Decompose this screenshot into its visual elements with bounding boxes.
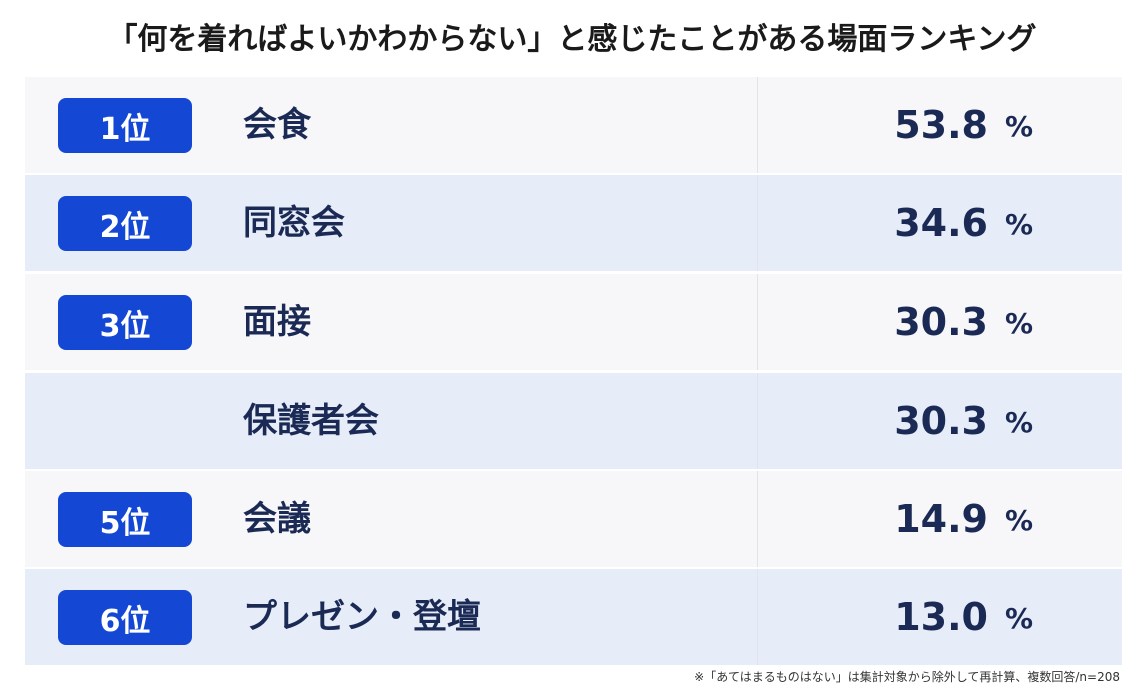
percent-value: 14.9: [894, 497, 988, 541]
rank-badge: 2位: [58, 196, 192, 251]
rank-badge: 5位: [58, 492, 192, 547]
column-divider: [757, 274, 758, 370]
footnote: ※「あてはまるものはない」は集計対象から除外して再計算、複数回答/n=208: [694, 670, 1120, 684]
table-row: 2位 同窓会 34.6%: [25, 175, 1122, 271]
percent-value: 34.6: [894, 201, 988, 245]
percent-value: 13.0: [894, 595, 988, 639]
scene-label: 面接: [243, 302, 311, 342]
rank-badge: 6位: [58, 590, 192, 645]
scene-label: プレゼン・登壇: [243, 597, 481, 637]
table-row: 3位 面接 30.3%: [25, 274, 1122, 370]
table-row: 6位 プレゼン・登壇 13.0%: [25, 569, 1122, 665]
column-divider: [757, 175, 758, 271]
percent-unit: %: [1005, 307, 1034, 340]
column-divider: [757, 77, 758, 173]
percent-unit: %: [1005, 504, 1034, 537]
percent-unit: %: [1005, 110, 1034, 143]
percent-unit: %: [1005, 406, 1034, 439]
percent-unit: %: [1005, 208, 1034, 241]
percent-unit: %: [1005, 602, 1034, 635]
table-row: 5位 会議 14.9%: [25, 471, 1122, 567]
table-row: 保護者会 30.3%: [25, 373, 1122, 469]
percent-value: 53.8: [894, 103, 988, 147]
scene-label: 会議: [243, 499, 311, 539]
rank-badge: 3位: [58, 295, 192, 350]
rank-badge: 1位: [58, 98, 192, 153]
percent-value: 30.3: [894, 300, 988, 344]
scene-label: 同窓会: [243, 203, 345, 243]
scene-label: 会食: [243, 105, 311, 145]
column-divider: [757, 373, 758, 469]
scene-label: 保護者会: [243, 401, 379, 441]
percent-value: 30.3: [894, 399, 988, 443]
column-divider: [757, 569, 758, 665]
title: 「何を着ればよいかわからない」と感じたことがある場面ランキング: [107, 22, 1037, 57]
column-divider: [757, 471, 758, 567]
table-row: 1位 会食 53.8%: [25, 77, 1122, 173]
